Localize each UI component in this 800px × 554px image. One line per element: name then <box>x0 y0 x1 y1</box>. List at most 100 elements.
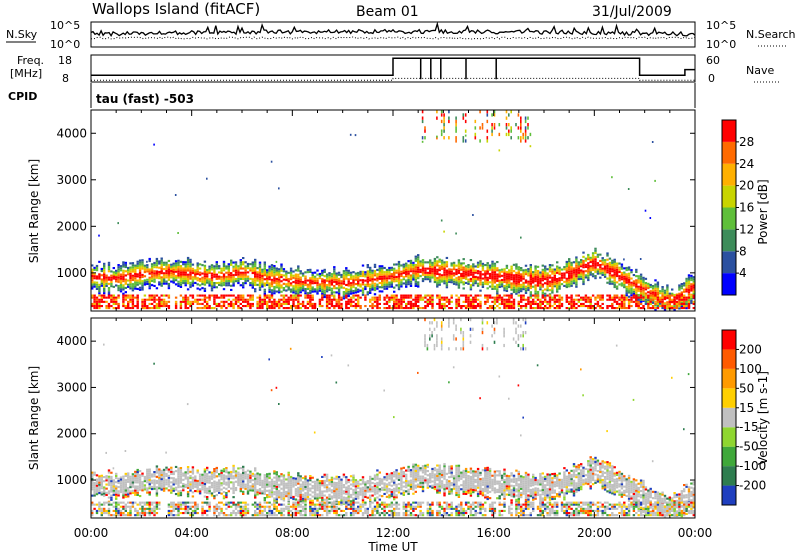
echo-cell <box>675 293 679 296</box>
echo-cell <box>273 292 276 295</box>
echo-cell <box>95 285 99 288</box>
echo-cell <box>98 505 101 508</box>
echo-cell <box>237 269 240 272</box>
echo-cell <box>608 298 612 301</box>
echo-cell <box>536 293 540 296</box>
echo-cell <box>266 481 269 484</box>
echo-cell <box>431 272 434 275</box>
echo-cell <box>189 260 192 263</box>
power-heatmap-cells <box>91 110 695 311</box>
echo-cell <box>568 283 571 286</box>
echo-cell <box>515 123 517 127</box>
nsearch-series-line <box>90 36 696 40</box>
echo-cell <box>517 266 520 269</box>
echo-cell <box>323 283 326 286</box>
nsearch-label: N.Search <box>746 28 796 41</box>
echo-cell <box>455 298 458 301</box>
echo-cell <box>532 279 535 282</box>
echo-cell <box>131 503 135 506</box>
echo-cell <box>174 503 178 506</box>
echo-cell <box>105 300 108 303</box>
echo-cell <box>117 514 120 517</box>
echo-cell <box>462 294 465 297</box>
echo-cell <box>496 275 499 278</box>
echo-cell <box>639 277 643 280</box>
echo-cell <box>431 263 434 266</box>
echo-cell <box>347 280 350 283</box>
echo-cell <box>611 266 614 269</box>
echo-cell <box>263 514 266 517</box>
echo-cell <box>179 275 183 278</box>
echo-cell <box>206 307 209 310</box>
echo-cell <box>414 298 417 301</box>
echo-cell <box>587 268 590 271</box>
echo-cell <box>246 275 250 278</box>
echo-cell <box>244 298 247 301</box>
echo-cell <box>93 266 96 269</box>
echo-cell <box>395 263 398 266</box>
echo-cell <box>184 271 187 274</box>
echo-cell <box>486 113 489 117</box>
echo-cell <box>572 267 576 270</box>
echo-cell <box>486 270 489 273</box>
echo-cell <box>522 283 525 286</box>
echo-cell <box>541 268 544 271</box>
echo-cell <box>91 270 94 273</box>
echo-cell <box>536 280 540 283</box>
echo-cell <box>623 284 626 287</box>
echo-cell <box>366 276 369 279</box>
echo-cell <box>649 290 652 293</box>
echo-cell <box>599 253 602 256</box>
echo-cell <box>651 141 654 143</box>
echo-cell <box>242 300 245 303</box>
echo-cell <box>184 307 187 310</box>
echo-cell <box>153 300 156 303</box>
echo-cell <box>635 300 638 303</box>
echo-cell <box>105 274 108 277</box>
echo-cell <box>239 259 242 262</box>
echo-cell <box>582 274 585 277</box>
echo-cell <box>91 477 94 480</box>
echo-cell <box>517 274 520 277</box>
echo-cell <box>409 259 413 262</box>
echo-cell <box>666 297 669 300</box>
echo-cell <box>529 305 532 308</box>
echo-cell <box>481 269 485 272</box>
echo-cell <box>325 279 329 282</box>
echo-cell <box>249 307 252 310</box>
echo-cell <box>220 512 223 515</box>
echo-cell <box>400 264 403 267</box>
echo-cell <box>110 482 113 485</box>
echo-cell <box>177 473 180 476</box>
echo-cell <box>124 270 127 273</box>
echo-cell <box>647 282 650 285</box>
echo-cell <box>517 285 520 288</box>
echo-cell <box>587 305 590 308</box>
echo-cell <box>213 484 216 487</box>
echo-cell <box>134 475 137 478</box>
echo-cell <box>244 512 247 515</box>
echo-cell <box>611 176 613 179</box>
echo-cell <box>242 505 245 508</box>
echo-cell <box>100 280 103 283</box>
echo-cell <box>266 512 269 515</box>
echo-cell <box>222 468 226 471</box>
echo-cell <box>642 289 645 292</box>
echo-cell <box>220 507 223 510</box>
echo-cell <box>170 503 173 506</box>
echo-cell <box>191 296 195 299</box>
echo-cell <box>603 273 607 276</box>
echo-cell <box>254 501 257 504</box>
echo-cell <box>599 272 602 275</box>
echo-cell <box>529 145 532 148</box>
echo-cell <box>124 491 127 494</box>
echo-cell <box>479 302 482 305</box>
echo-cell <box>215 483 218 486</box>
echo-cell <box>294 298 298 301</box>
echo-cell <box>165 270 168 273</box>
echo-cell <box>100 478 103 481</box>
echo-cell <box>491 287 494 290</box>
echo-cell <box>177 505 180 508</box>
echo-cell <box>201 482 204 485</box>
echo-cell <box>268 358 270 361</box>
